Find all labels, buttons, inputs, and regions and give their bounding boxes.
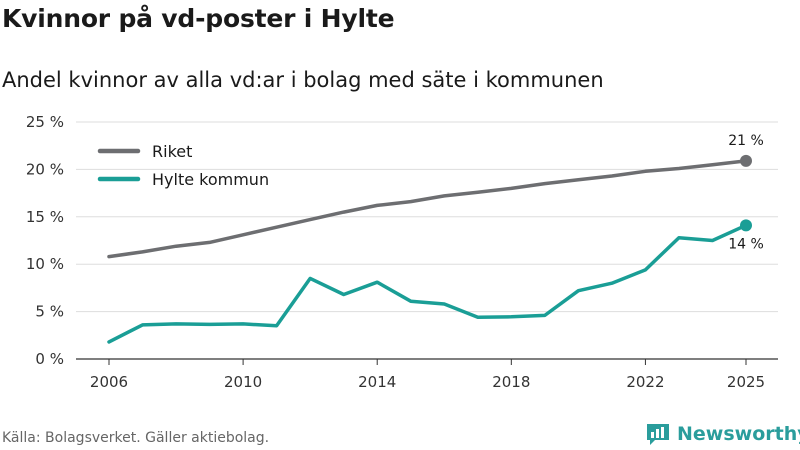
line-chart: 0 % 5 % 10 % 15 % 20 % 25 % 2006 2010 2014 2018 20… — [26, 113, 778, 391]
source-note: Källa: Bolagsverket. Gäller aktiebolag. — [2, 430, 270, 446]
x-tick-label: 2006 — [90, 373, 128, 391]
y-tick-label: 0 % — [35, 350, 64, 368]
series-end-label: 21 % — [728, 133, 764, 149]
y-tick-label: 10 % — [26, 255, 64, 273]
chart-title: Kvinnor på vd-poster i Hylte — [2, 4, 395, 33]
x-tick-label: 2010 — [224, 373, 262, 391]
series-line-riket — [107, 159, 748, 259]
series-end-label: 14 % — [728, 236, 764, 252]
chart-subtitle: Andel kvinnor av alla vd:ar i bolag med … — [2, 68, 604, 92]
x-tick-label: 2014 — [358, 373, 396, 391]
legend-label: Hylte kommun — [152, 170, 269, 189]
series-line-hylte-kommun — [107, 223, 748, 344]
x-tick-label: 2025 — [727, 373, 765, 391]
series-end-point-riket — [740, 154, 752, 167]
y-tick-label: 20 % — [26, 160, 64, 178]
y-tick-label: 25 % — [26, 113, 64, 131]
brand-name: Newsworthy — [677, 423, 800, 445]
y-tick-label: 5 % — [35, 303, 64, 321]
series-end-point-hylte-kommun — [740, 219, 752, 232]
x-tick-label: 2018 — [492, 373, 530, 391]
brand-logo: Newsworthy — [645, 420, 800, 448]
y-tick-label: 15 % — [26, 208, 64, 226]
newsworthy-icon — [647, 424, 669, 445]
x-tick-label: 2022 — [626, 373, 664, 391]
legend-label: Riket — [152, 142, 192, 161]
